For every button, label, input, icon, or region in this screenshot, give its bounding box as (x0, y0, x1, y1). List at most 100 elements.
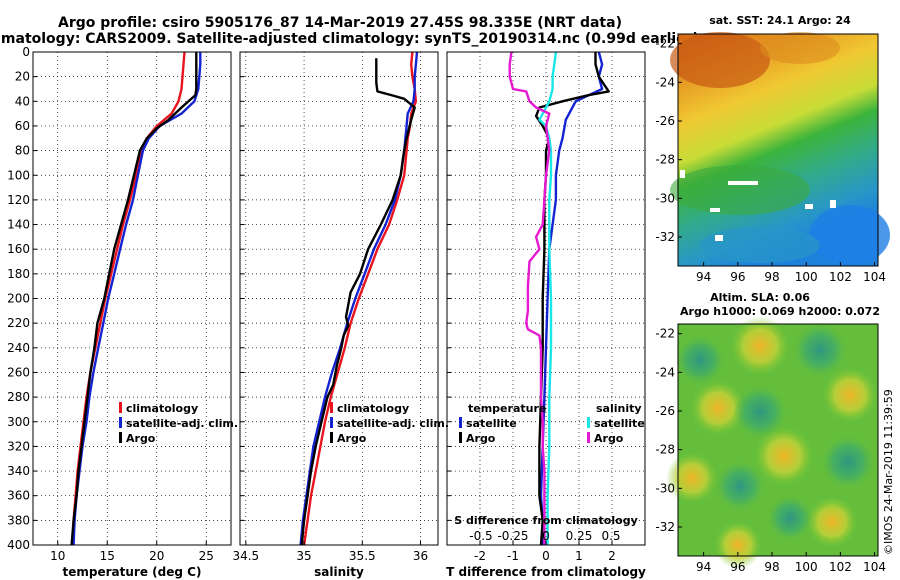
legend-label-satellite: satellite-adj. clim. (126, 417, 238, 430)
title-line-2: Climatology: CARS2009. Satellite-adjuste… (0, 31, 699, 47)
y-tick-label: 380 (7, 513, 30, 527)
map-y-tick-label: -22 (655, 327, 675, 341)
y-tick-label: 360 (7, 489, 30, 503)
legend-label-satellite: satellite-adj. clim. (337, 417, 449, 430)
map-y-tick-label: -26 (655, 114, 675, 128)
legend-swatch-argo (330, 432, 333, 443)
y-tick-label: 200 (7, 292, 30, 306)
s-difference-axis-label: S difference from climatology (454, 514, 638, 527)
y-tick-label: 80 (15, 144, 30, 158)
legend-label-t-satellite: satellite (466, 417, 517, 430)
map-x-tick-label: 94 (696, 270, 711, 284)
x-tick-label: 10 (50, 549, 65, 563)
difference-panel: -2 -1 0 1 2 (446, 51, 646, 563)
sst-cool-patch (700, 227, 820, 263)
sst-map-frame (677, 33, 879, 267)
x-tick-label: 2 (608, 549, 616, 563)
s-difference-ticks: -0.5 -0.25 0 0.25 0.5 (469, 529, 620, 543)
salinity-panel: 34.5 35 35.5 36 (232, 51, 439, 563)
legend-swatch-t-satellite (459, 417, 462, 428)
temperature-panel: 10 15 20 25 0 20 40 60 80 100 120 140 160 180 200 220 24… (7, 45, 232, 563)
y-tick-label: 120 (7, 193, 30, 207)
map-x-tick-label: 96 (730, 270, 745, 284)
y-tick-label: 320 (7, 439, 30, 453)
y-tick-label: 240 (7, 341, 30, 355)
cloud-mask (710, 208, 720, 212)
map-x-tick-label: 98 (764, 560, 779, 574)
sla-high-eddy (822, 367, 878, 423)
legend-label-climatology: climatology (337, 402, 409, 415)
y-tick-label: 160 (7, 242, 30, 256)
sla-map-subtitle: Argo h1000: 0.069 h2000: 0.072 (680, 305, 880, 318)
s-tick-label: 0.25 (566, 529, 593, 543)
legend-label-argo: Argo (126, 432, 156, 445)
sla-high-eddy (666, 452, 718, 504)
y-tick-label: 20 (15, 70, 30, 84)
salinity-legend: climatology satellite-adj. clim. Argo (330, 402, 449, 445)
legend-swatch-s-satellite (587, 417, 590, 428)
x-tick-label: -1 (507, 549, 519, 563)
cloud-mask (805, 204, 813, 209)
map-x-tick-label: 102 (829, 270, 852, 284)
map-x-tick-label: 96 (730, 560, 745, 574)
y-tick-label: 0 (22, 45, 30, 59)
sst-map-axes: 94 96 98 100 102 104 -22 -24 -26 -28 -30 -32 (655, 37, 886, 284)
s-tick-label: -0.5 (469, 529, 492, 543)
sla-map-frame (677, 323, 879, 557)
x-tick-label: 15 (100, 549, 115, 563)
t-difference-axis-label: T difference from climatology (446, 565, 646, 579)
sla-low-eddy (794, 324, 846, 376)
map-x-tick-label: 102 (829, 560, 852, 574)
y-tick-label: 260 (7, 365, 30, 379)
legend-swatch-satellite (119, 417, 122, 428)
sst-map (670, 32, 890, 267)
sst-map-title: sat. SST: 24.1 Argo: 24 (709, 14, 851, 27)
legend-heading-temperature: temperature (468, 402, 546, 415)
copyright-stamp: ©IMOS 24-Mar-2019 11:39:59 (882, 389, 895, 555)
difference-legend: temperature salinity satellite Argo sate… (459, 402, 645, 445)
y-tick-label: 100 (7, 168, 30, 182)
y-tick-label: 60 (15, 119, 30, 133)
x-tick-label: 1 (575, 549, 583, 563)
map-x-tick-label: 104 (863, 270, 886, 284)
map-x-tick-label: 100 (795, 560, 818, 574)
series-argo (300, 58, 416, 545)
series-s-satellite (538, 52, 558, 545)
map-y-tick-label: -30 (655, 481, 675, 495)
cloud-mask (830, 200, 836, 208)
map-y-tick-label: -24 (655, 75, 675, 89)
y-tick-label: 340 (7, 464, 30, 478)
map-x-tick-label: 100 (795, 270, 818, 284)
salinity-axis-label: salinity (314, 565, 364, 579)
sla-high-eddy (730, 316, 790, 376)
temperature-legend: climatology satellite-adj. clim. Argo (119, 402, 238, 445)
sla-high-eddy (690, 380, 746, 436)
map-y-tick-label: -24 (655, 365, 675, 379)
x-tick-label: 36 (413, 549, 428, 563)
sst-warm-patch (670, 32, 770, 88)
x-tick-label: 20 (149, 549, 164, 563)
sla-map-title: Altim. SLA: 0.06 (710, 291, 810, 304)
y-tick-label: 300 (7, 415, 30, 429)
sst-green-band (670, 165, 810, 215)
x-tick-label: 35.5 (349, 549, 376, 563)
sla-low-eddy (734, 386, 786, 438)
y-tick-label: 180 (7, 267, 30, 281)
map-x-tick-label: 104 (863, 560, 886, 574)
map-y-tick-label: -30 (655, 191, 675, 205)
s-tick-label: 0 (542, 529, 550, 543)
x-tick-label: 25 (199, 549, 214, 563)
legend-swatch-s-argo (587, 432, 590, 443)
x-tick-label: 35 (296, 549, 311, 563)
map-y-tick-label: -32 (655, 230, 675, 244)
legend-swatch-satellite (330, 417, 333, 428)
x-tick-label: -2 (474, 549, 486, 563)
legend-swatch-argo (119, 432, 122, 443)
legend-swatch-climatology (119, 402, 122, 413)
sla-map-axes: 94 96 98 100 102 104 -22 -24 -26 -28 -30 -32 (655, 327, 886, 574)
sla-low-eddy (716, 462, 764, 510)
legend-heading-salinity: salinity (596, 402, 642, 415)
legend-label-t-argo: Argo (466, 432, 496, 445)
map-y-tick-label: -22 (655, 37, 675, 51)
